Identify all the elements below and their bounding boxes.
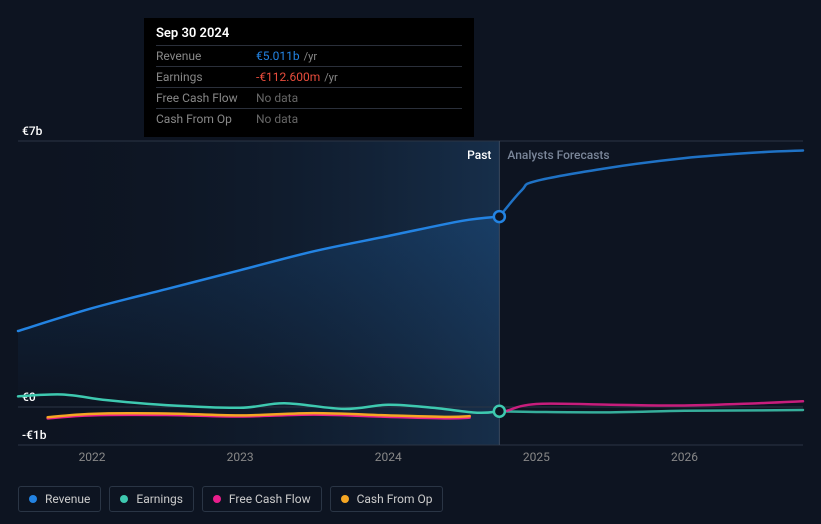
legend-item-cash-from-op[interactable]: Cash From Op <box>330 486 444 512</box>
tooltip-row: Revenue€5.011b/yr <box>156 45 462 66</box>
tooltip-metric-label: Earnings <box>156 70 256 84</box>
svg-text:Past: Past <box>467 148 491 162</box>
legend-item-earnings[interactable]: Earnings <box>109 486 194 512</box>
tooltip-nodata: No data <box>256 91 298 105</box>
svg-text:2026: 2026 <box>671 450 698 464</box>
tooltip-metric-label: Free Cash Flow <box>156 91 256 105</box>
tooltip-metric-value: €5.011b <box>256 49 300 63</box>
legend-dot <box>341 495 349 503</box>
legend-item-free-cash-flow[interactable]: Free Cash Flow <box>202 486 322 512</box>
tooltip-metric-value: -€112.600m <box>256 70 320 84</box>
tooltip-metric-label: Revenue <box>156 49 256 63</box>
tooltip-row: Free Cash FlowNo data <box>156 87 462 108</box>
svg-text:2025: 2025 <box>523 450 550 464</box>
legend-label: Revenue <box>45 492 90 506</box>
svg-text:2023: 2023 <box>227 450 254 464</box>
legend-label: Cash From Op <box>357 492 433 506</box>
chart-tooltip: Sep 30 2024 Revenue€5.011b/yrEarnings-€1… <box>144 18 474 137</box>
chart-legend: Revenue Earnings Free Cash Flow Cash From O… <box>18 486 443 512</box>
legend-dot <box>29 495 37 503</box>
tooltip-unit: /yr <box>324 71 337 84</box>
tooltip-row: Earnings-€112.600m/yr <box>156 66 462 87</box>
svg-text:€7b: €7b <box>22 124 43 138</box>
tooltip-nodata: No data <box>256 112 298 126</box>
svg-text:Analysts Forecasts: Analysts Forecasts <box>507 148 609 162</box>
svg-text:2024: 2024 <box>375 450 402 464</box>
svg-text:2022: 2022 <box>79 450 106 464</box>
legend-dot <box>213 495 221 503</box>
svg-text:-€1b: -€1b <box>22 428 47 442</box>
legend-label: Earnings <box>136 492 183 506</box>
tooltip-date: Sep 30 2024 <box>156 26 462 41</box>
tooltip-metric-label: Cash From Op <box>156 112 256 126</box>
legend-label: Free Cash Flow <box>229 492 311 506</box>
tooltip-unit: /yr <box>304 50 317 63</box>
legend-item-revenue[interactable]: Revenue <box>18 486 101 512</box>
tooltip-row: Cash From OpNo data <box>156 108 462 129</box>
financial-chart: €7b€0-€1b20222023202420252026PastAnalyst… <box>0 0 821 524</box>
legend-dot <box>120 495 128 503</box>
